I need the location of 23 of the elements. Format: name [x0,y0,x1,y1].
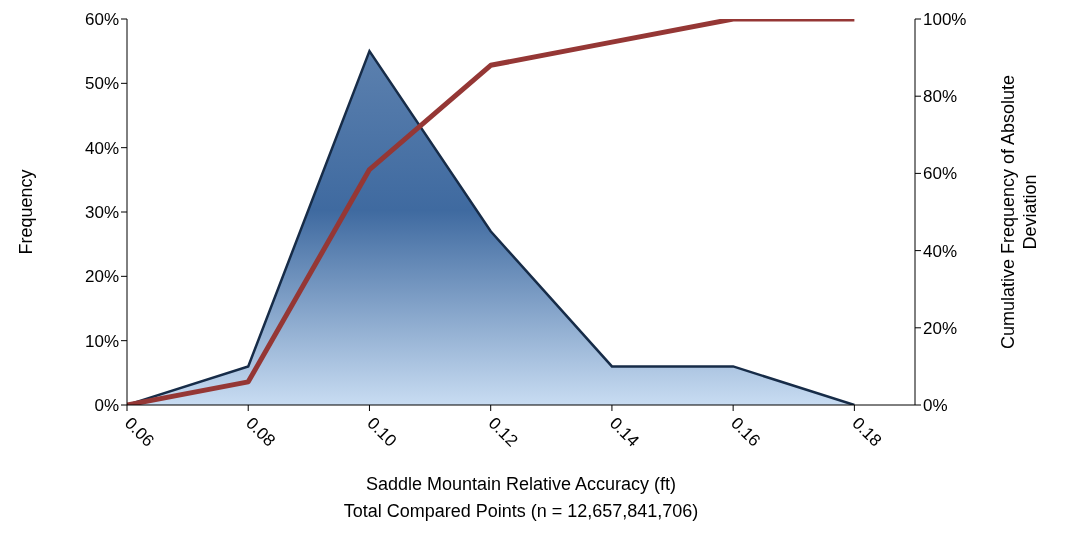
x-tick-label: 0.06 [121,413,158,451]
x-tick-label: 0.10 [363,413,401,451]
y2-tick-label: 40% [923,241,958,261]
y-tick-label: 0% [94,396,119,416]
y-tick-label: 40% [84,138,119,158]
x-tick-label: 0.18 [848,413,886,451]
x-tick-label: 0.08 [242,413,280,451]
y2-tick-label: 80% [923,87,958,107]
x-tick-label: 0.14 [605,413,643,451]
x-axis-title: Saddle Mountain Relative Accuracy (ft) [365,474,677,494]
y-tick-label: 10% [84,331,119,351]
y2-tick-label: 0% [923,396,948,416]
y2-tick-label: 100% [923,10,967,30]
y2-axis-title: Cumulative Frequency of Absolute Deviation [998,74,1040,350]
y-tick-label: 50% [84,74,119,94]
y2-tick-label: 60% [923,164,958,184]
text: Total Compared Points (n = 12,657,841,706) [343,501,699,521]
y-tick-label: 30% [84,203,119,223]
x-tick-label: 0.16 [727,413,764,451]
y-axis-title: Frequency [16,169,37,255]
y2-tick-label: 20% [923,318,958,338]
y-tick-label: 20% [84,267,119,287]
y-tick-label: 60% [84,10,119,30]
